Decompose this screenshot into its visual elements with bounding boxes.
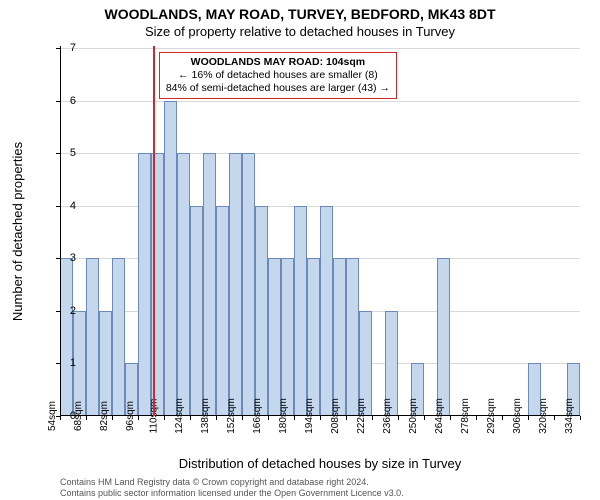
bar [203,153,216,416]
gridline [60,48,580,49]
bar [216,206,229,416]
plot-area: 54sqm68sqm82sqm96sqm110sqm124sqm138sqm15… [60,46,580,416]
x-tick-label: 208sqm [330,398,341,434]
callout-line3: 84% of semi-detached houses are larger (… [166,82,390,95]
y-tick-label: 6 [46,95,76,107]
bar [229,153,242,416]
chart-title-sub: Size of property relative to detached ho… [0,24,600,39]
bar [346,258,359,416]
bar [138,153,151,416]
bar [268,258,281,416]
bar [60,258,73,416]
x-tick-label: 292sqm [486,398,497,434]
x-tick-label: 334sqm [564,398,575,434]
x-tick-label: 320sqm [538,398,549,434]
y-tick-label: 1 [46,357,76,369]
callout-line1: WOODLANDS MAY ROAD: 104sqm [166,56,390,69]
y-tick-label: 7 [46,42,76,54]
bar [307,258,320,416]
y-axis-label: Number of detached properties [10,46,26,416]
bar [242,153,255,416]
bar [333,258,346,416]
bar [437,258,450,416]
x-tick-label: 96sqm [125,401,136,431]
bar [255,206,268,416]
footer-line2: Contains public sector information licen… [60,488,590,498]
reference-line [153,46,155,416]
gridline [60,101,580,102]
x-tick-label: 236sqm [382,398,393,434]
x-tick-label: 152sqm [226,398,237,434]
x-tick-label: 82sqm [99,401,110,431]
x-tick-label: 166sqm [252,398,263,434]
x-tick-label: 222sqm [356,398,367,434]
x-tick-label: 124sqm [174,398,185,434]
bar [177,153,190,416]
footer-attribution: Contains HM Land Registry data © Crown c… [60,477,590,498]
x-tick-label: 180sqm [278,398,289,434]
bar [320,206,333,416]
bar [281,258,294,416]
callout-line2: ← 16% of detached houses are smaller (8) [166,69,390,82]
x-tick-label: 250sqm [408,398,419,434]
y-tick-label: 3 [46,252,76,264]
callout-box: WOODLANDS MAY ROAD: 104sqm← 16% of detac… [159,52,397,99]
x-tick-label: 278sqm [460,398,471,434]
footer-line1: Contains HM Land Registry data © Crown c… [60,477,590,487]
bar [164,101,177,416]
bar [294,206,307,416]
y-tick-label: 5 [46,147,76,159]
y-tick-label: 2 [46,305,76,317]
chart-title-main: WOODLANDS, MAY ROAD, TURVEY, BEDFORD, MK… [0,6,600,22]
bar [112,258,125,416]
y-tick-label: 4 [46,200,76,212]
y-tick-label: 0 [46,410,76,422]
bar [86,258,99,416]
x-tick-label: 306sqm [512,398,523,434]
x-tick-label: 194sqm [304,398,315,434]
x-tick-label: 138sqm [200,398,211,434]
x-tick-label: 264sqm [434,398,445,434]
x-axis-label: Distribution of detached houses by size … [60,456,580,471]
bar [190,206,203,416]
